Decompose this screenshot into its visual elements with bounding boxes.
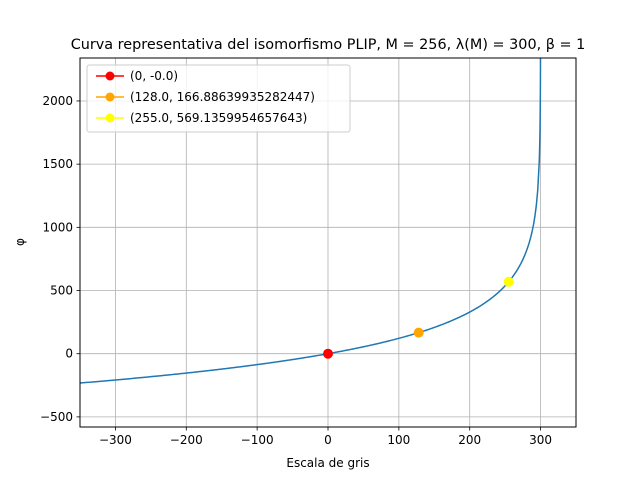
y-axis: −500 0 500 1000 1500 2000 [40, 94, 80, 424]
y-tick-label: 1000 [42, 220, 73, 234]
plip-curve [80, 58, 542, 384]
legend-marker [105, 113, 115, 123]
x-tick-label: −100 [241, 433, 274, 447]
x-tick-label: −300 [99, 433, 132, 447]
legend-marker [105, 71, 115, 81]
y-tick-label: 1500 [42, 157, 73, 171]
y-tick-label: 0 [65, 347, 73, 361]
x-axis: −300 −200 −100 0 100 200 300 [99, 427, 552, 447]
y-tick-label: 500 [50, 284, 73, 298]
legend-marker [105, 92, 115, 102]
x-axis-label: Escala de gris [286, 456, 369, 470]
legend-box [86, 64, 351, 133]
y-axis-label: φ [13, 238, 27, 246]
x-tick-label: −200 [170, 433, 203, 447]
y-tick-label: 2000 [42, 94, 73, 108]
y-tick-label: −500 [40, 410, 73, 424]
legend-label: (255.0, 569.1359954657643) [130, 111, 307, 125]
x-tick-label: 300 [529, 433, 552, 447]
x-tick-label: 100 [387, 433, 410, 447]
legend-label: (0, -0.0) [130, 69, 178, 83]
x-tick-label: 200 [458, 433, 481, 447]
legend-label: (128.0, 166.88639935282447) [130, 90, 315, 104]
marker-point [413, 327, 424, 338]
x-tick-label: 0 [324, 433, 332, 447]
legend: (0, -0.0) (128.0, 166.88639935282447) (255… [86, 64, 351, 133]
marker-point [503, 276, 514, 287]
chart-title: Curva representativa del isomorfismo PLI… [71, 37, 586, 53]
plot-area [80, 58, 542, 384]
marker-point [323, 348, 333, 359]
